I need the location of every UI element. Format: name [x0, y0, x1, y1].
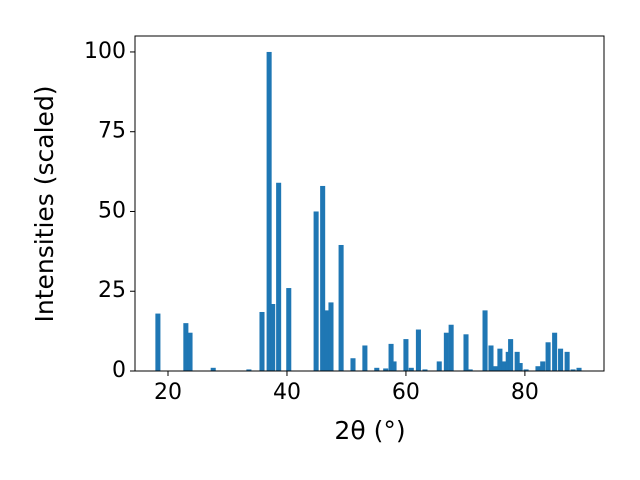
- bar: [514, 351, 520, 371]
- bar: [517, 363, 523, 371]
- bar: [259, 311, 265, 371]
- bar: [523, 369, 529, 371]
- bar: [210, 367, 216, 371]
- bar: [350, 358, 356, 371]
- bar: [492, 366, 498, 371]
- y-axis-label: Intensities (scaled): [30, 85, 59, 322]
- bar: [508, 339, 514, 371]
- bar: [540, 361, 546, 371]
- bar: [246, 369, 252, 371]
- bar: [155, 313, 161, 371]
- bar: [570, 369, 576, 371]
- bar: [328, 302, 334, 371]
- bar: [286, 288, 292, 371]
- bar: [545, 342, 551, 371]
- bar: [467, 369, 473, 371]
- bar: [463, 334, 469, 371]
- bar: [391, 361, 397, 371]
- bar: [422, 369, 428, 371]
- bar: [187, 332, 193, 371]
- bar: [415, 329, 421, 371]
- bar: [403, 339, 409, 371]
- bar: [324, 310, 330, 371]
- bar: [564, 351, 570, 371]
- bar: [497, 348, 503, 371]
- bar: [408, 367, 414, 371]
- bar: [482, 310, 488, 371]
- bar: [501, 361, 507, 371]
- x-tick-label: 40: [273, 380, 301, 405]
- plot-frame: [134, 35, 605, 372]
- bar: [313, 211, 319, 371]
- y-tick-label: 75: [98, 119, 126, 144]
- bar: [535, 366, 541, 371]
- x-tick-label: 80: [511, 380, 539, 405]
- bar: [270, 304, 276, 371]
- bar: [338, 244, 344, 371]
- y-tick-label: 25: [98, 278, 126, 303]
- bar: [374, 367, 380, 371]
- y-tick-label: 100: [84, 39, 126, 64]
- x-tick-label: 20: [154, 380, 182, 405]
- bar: [552, 332, 558, 371]
- bar: [320, 185, 326, 371]
- bar: [436, 361, 442, 371]
- x-tick-label: 60: [392, 380, 420, 405]
- y-tick-label: 50: [98, 198, 126, 223]
- bar: [383, 368, 389, 371]
- bar: [183, 323, 189, 371]
- bar: [558, 348, 564, 371]
- bar: [276, 182, 282, 371]
- y-tick-label: 0: [112, 358, 126, 383]
- bar: [443, 332, 449, 371]
- bar: [362, 345, 368, 371]
- bar: [448, 324, 454, 371]
- bar: [488, 345, 494, 371]
- bar: [576, 367, 582, 371]
- x-axis-label: 2θ (°): [334, 416, 405, 445]
- bar: [266, 51, 272, 371]
- bar: [388, 343, 394, 371]
